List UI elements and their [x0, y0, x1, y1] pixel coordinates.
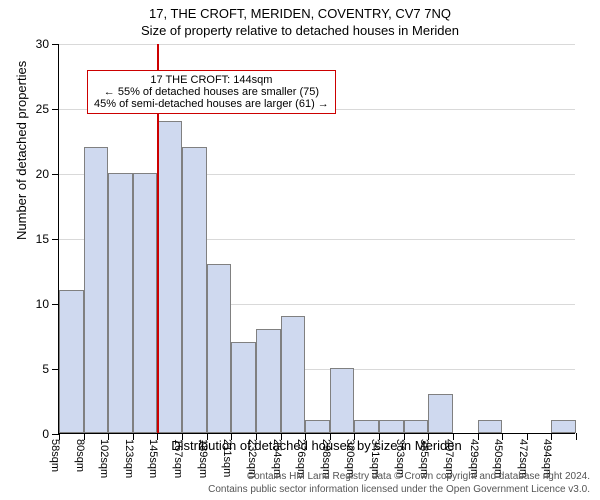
histogram-bar: [231, 342, 256, 433]
y-tick-label: 30: [36, 37, 59, 51]
histogram-bar: [379, 420, 404, 433]
histogram-bar: [281, 316, 306, 433]
y-axis-label: Number of detached properties: [14, 61, 29, 240]
footer-line-2: Contains public sector information licen…: [208, 484, 590, 497]
annotation-line: 45% of semi-detached houses are larger (…: [94, 98, 329, 110]
y-tick-label: 25: [36, 102, 59, 116]
annotation-line: ← 55% of detached houses are smaller (75…: [94, 86, 329, 98]
histogram-bar: [59, 290, 84, 433]
plot-area: 05101520253058sqm80sqm102sqm123sqm145sqm…: [58, 44, 575, 434]
y-tick-label: 5: [42, 362, 59, 376]
histogram-bar: [551, 420, 576, 433]
histogram-bar: [354, 420, 379, 433]
histogram-bar: [182, 147, 207, 433]
gridline: [59, 44, 575, 45]
annotation-line: 17 THE CROFT: 144sqm: [94, 74, 329, 86]
histogram-bar: [256, 329, 281, 433]
histogram-bar: [108, 173, 133, 433]
histogram-bar: [305, 420, 330, 433]
chart-plot: 05101520253058sqm80sqm102sqm123sqm145sqm…: [58, 44, 575, 434]
footer-line-1: Contains HM Land Registry data © Crown c…: [208, 471, 590, 484]
y-tick-label: 10: [36, 297, 59, 311]
chart-subtitle: Size of property relative to detached ho…: [0, 21, 600, 38]
x-axis-label: Distribution of detached houses by size …: [58, 438, 575, 453]
histogram-bar: [207, 264, 232, 433]
histogram-bar: [157, 121, 182, 433]
histogram-bar: [84, 147, 109, 433]
y-tick-label: 20: [36, 167, 59, 181]
x-tick: [576, 433, 577, 440]
annotation-box: 17 THE CROFT: 144sqm← 55% of detached ho…: [87, 70, 336, 114]
histogram-bar: [330, 368, 355, 433]
histogram-bar: [404, 420, 429, 433]
histogram-bar: [133, 173, 158, 433]
histogram-bar: [478, 420, 503, 433]
y-tick-label: 15: [36, 232, 59, 246]
chart-footer: Contains HM Land Registry data © Crown c…: [208, 471, 590, 496]
histogram-bar: [428, 394, 453, 433]
chart-title-address: 17, THE CROFT, MERIDEN, COVENTRY, CV7 7N…: [0, 0, 600, 21]
